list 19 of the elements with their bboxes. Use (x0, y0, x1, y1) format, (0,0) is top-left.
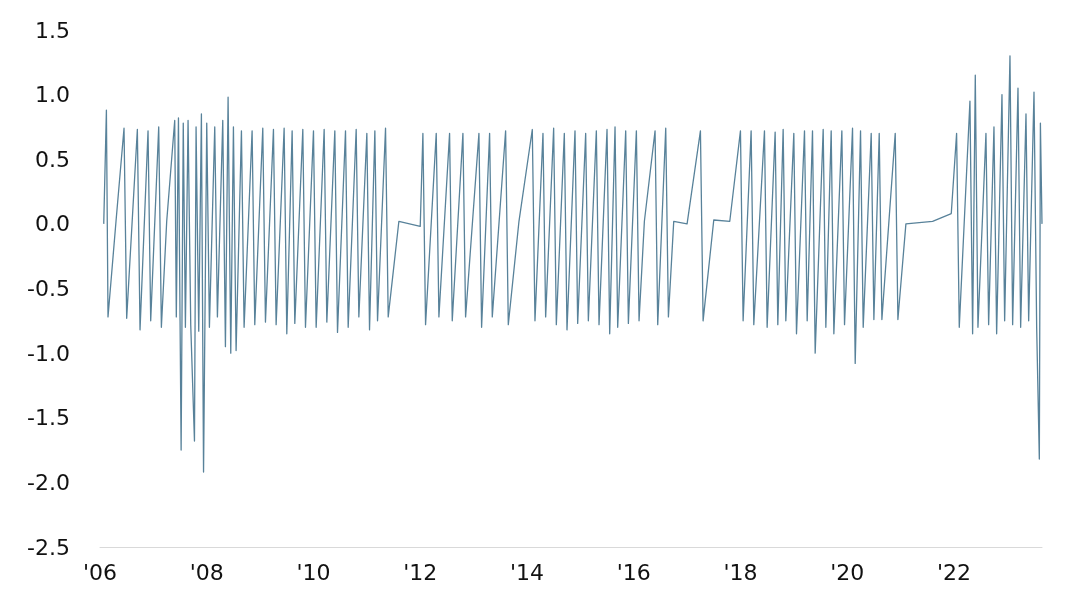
y-tick-label: -2.0 (27, 469, 70, 495)
y-tick-label: -2.5 (27, 534, 70, 560)
x-tick-label: '12 (403, 559, 438, 585)
x-tick-label: '08 (189, 559, 224, 585)
y-tick-label: 1.5 (35, 17, 70, 43)
y-tick-label: 0.5 (35, 146, 70, 172)
x-tick-label: '20 (830, 559, 865, 585)
y-tick-label: 0.0 (35, 211, 70, 237)
x-tick-label: '14 (509, 559, 544, 585)
y-tick-label: -0.5 (27, 276, 70, 301)
x-tick-label: '10 (296, 559, 331, 585)
x-tick-label: '06 (82, 559, 118, 585)
x-tick-label: '22 (936, 559, 971, 585)
line-series (103, 55, 1043, 473)
x-tick-label: '16 (616, 559, 651, 585)
y-tick-label: -1.5 (27, 405, 70, 431)
x-tick-label: '18 (723, 559, 758, 585)
y-tick-label: 1.0 (35, 82, 70, 108)
y-tick-label: -1.0 (27, 340, 70, 366)
